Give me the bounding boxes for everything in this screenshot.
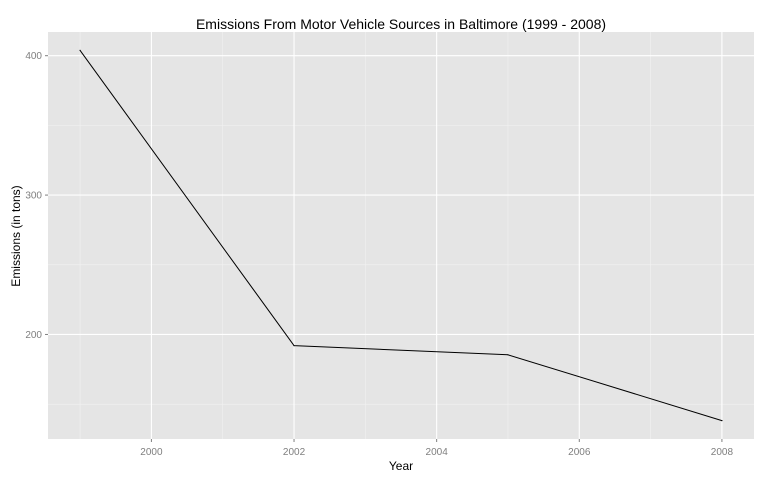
x-tick-label: 2008 <box>711 447 734 458</box>
y-tick-label: 400 <box>25 51 42 62</box>
x-tick-label: 2006 <box>568 447 591 458</box>
x-tick-label: 2004 <box>426 447 449 458</box>
y-axis-title: Emissions (in tons) <box>9 185 23 286</box>
chart-title: Emissions From Motor Vehicle Sources in … <box>196 16 606 32</box>
series-layer <box>79 49 723 422</box>
data-point <box>293 345 295 347</box>
major-grid <box>48 32 754 439</box>
x-axis-ticks: 2000 2002 2004 2006 2008 <box>140 439 733 458</box>
y-tick-label: 300 <box>25 191 42 202</box>
y-tick-label: 200 <box>25 330 42 341</box>
minor-grid <box>48 32 754 439</box>
y-axis-ticks: 200 300 400 <box>25 51 48 341</box>
x-axis-title: Year <box>389 459 413 473</box>
series-line <box>79 50 723 422</box>
x-tick-label: 2000 <box>140 447 163 458</box>
data-point <box>721 420 723 422</box>
x-tick-label: 2002 <box>283 447 306 458</box>
plot-panel <box>48 32 754 439</box>
data-point <box>507 354 509 356</box>
data-point <box>79 49 81 51</box>
